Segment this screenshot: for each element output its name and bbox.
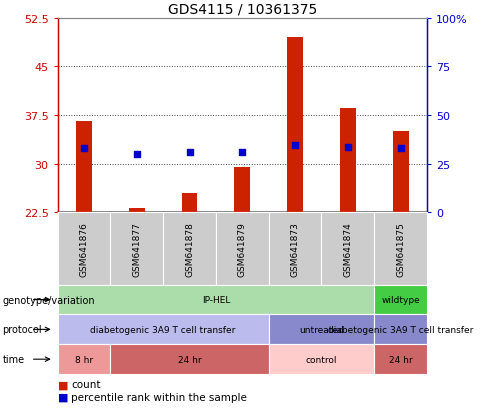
Text: ■: ■: [58, 392, 68, 402]
Text: 24 hr: 24 hr: [178, 355, 202, 364]
Title: GDS4115 / 10361375: GDS4115 / 10361375: [168, 2, 317, 16]
Text: ■: ■: [58, 380, 68, 389]
Point: [397, 145, 405, 152]
Text: GSM641873: GSM641873: [290, 221, 300, 276]
Point: [344, 145, 352, 151]
Text: count: count: [71, 380, 101, 389]
Bar: [393, 132, 408, 213]
Bar: [340, 109, 356, 213]
Bar: [182, 193, 198, 213]
Point: [80, 145, 88, 152]
Text: time: time: [2, 354, 24, 364]
Text: genotype/variation: genotype/variation: [2, 295, 95, 305]
Bar: [76, 122, 92, 213]
Text: percentile rank within the sample: percentile rank within the sample: [71, 392, 247, 402]
Point: [133, 151, 141, 158]
Bar: [287, 38, 303, 213]
Bar: [234, 167, 250, 213]
Point: [239, 149, 246, 156]
Text: wildtype: wildtype: [381, 295, 420, 304]
Text: GSM641878: GSM641878: [185, 221, 194, 276]
Text: 8 hr: 8 hr: [75, 355, 93, 364]
Text: 24 hr: 24 hr: [389, 355, 412, 364]
Text: GSM641876: GSM641876: [80, 221, 88, 276]
Text: GSM641874: GSM641874: [344, 221, 352, 276]
Text: GSM641879: GSM641879: [238, 221, 247, 276]
Text: GSM641875: GSM641875: [396, 221, 405, 276]
Text: untreated: untreated: [299, 325, 344, 334]
Text: IP-HEL: IP-HEL: [202, 295, 230, 304]
Text: diabetogenic 3A9 T cell transfer: diabetogenic 3A9 T cell transfer: [328, 325, 473, 334]
Text: diabetogenic 3A9 T cell transfer: diabetogenic 3A9 T cell transfer: [90, 325, 236, 334]
Point: [185, 149, 193, 156]
Bar: [129, 208, 144, 213]
Point: [291, 142, 299, 149]
Text: control: control: [305, 355, 337, 364]
Text: GSM641877: GSM641877: [132, 221, 141, 276]
Text: protocol: protocol: [2, 325, 42, 335]
